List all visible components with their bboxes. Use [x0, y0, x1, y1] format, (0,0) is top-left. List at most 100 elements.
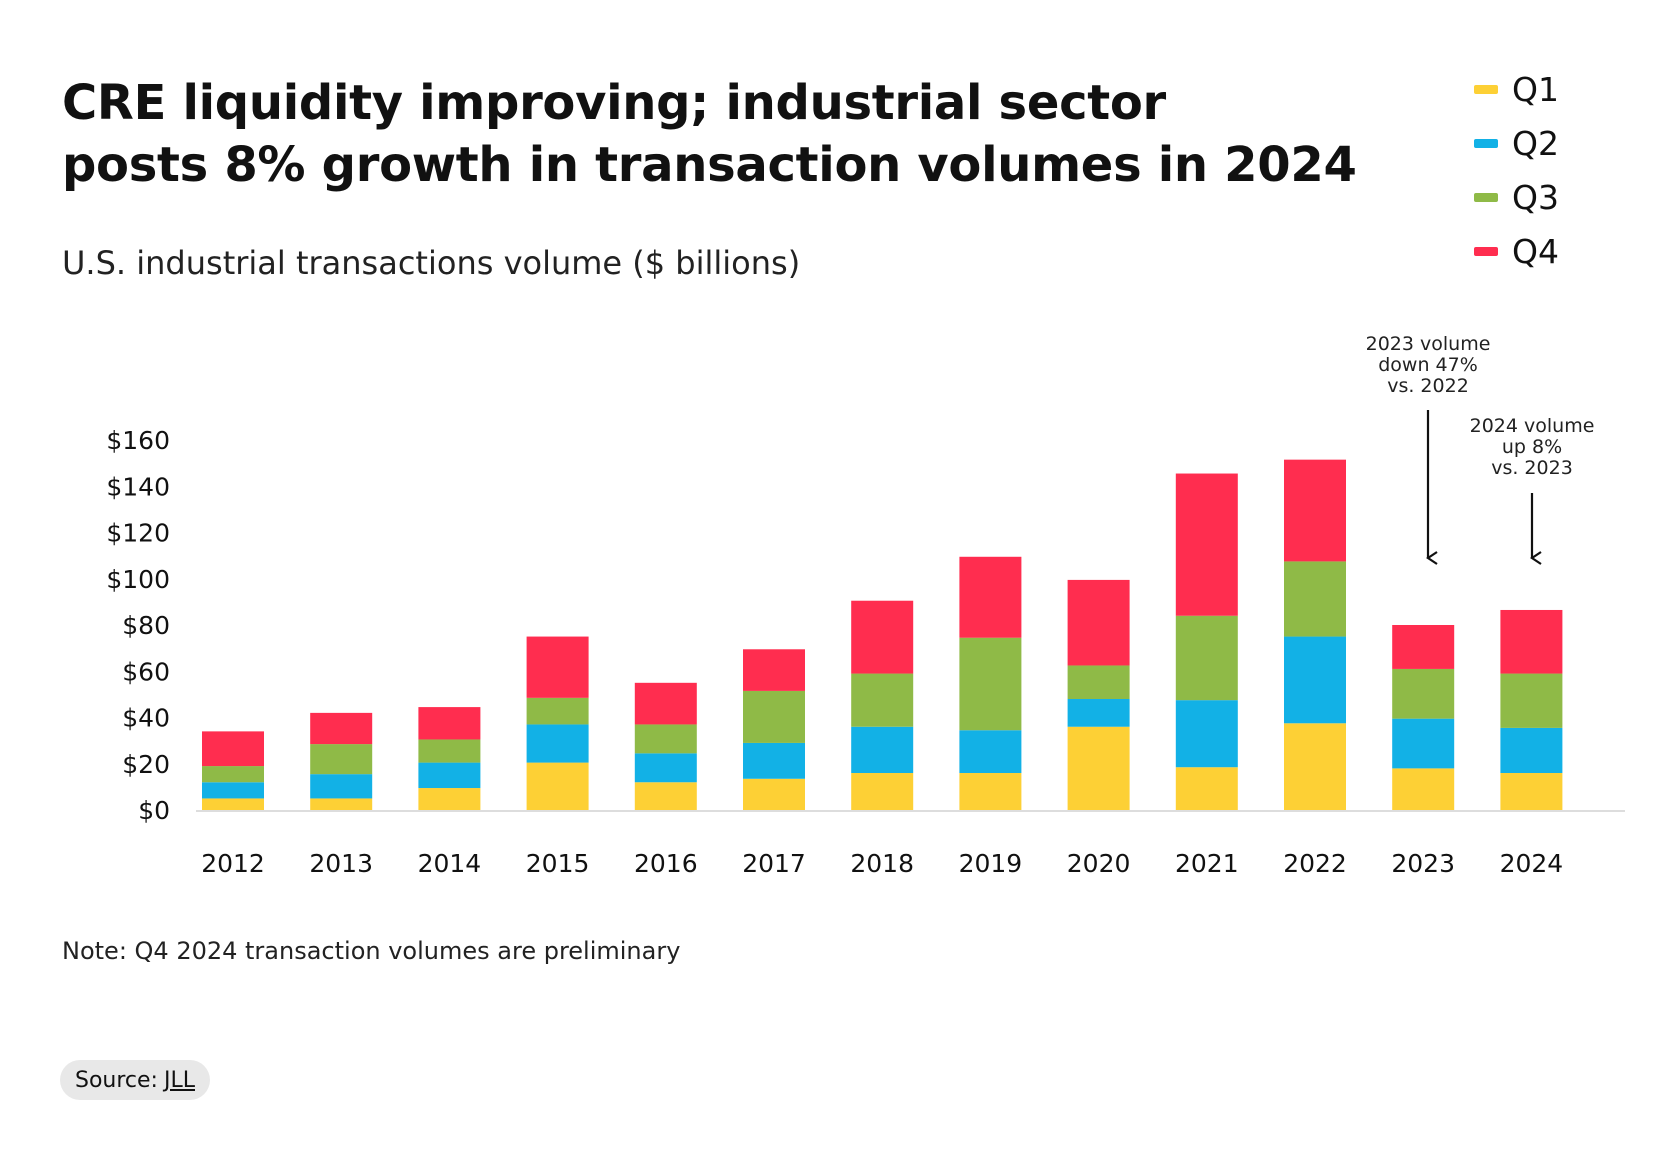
x-tick-label: 2012 — [201, 849, 265, 878]
bar-2020-q4 — [1067, 579, 1130, 666]
bar-2017-q1 — [743, 778, 805, 810]
y-tick-label: $80 — [122, 611, 170, 640]
chart-title-line-2: posts 8% growth in transaction volumes i… — [62, 137, 1357, 193]
x-tick-label: 2017 — [742, 849, 806, 878]
annotation-2023: 2023 volume down 47% vs. 2022 — [1348, 334, 1508, 397]
x-tick-label: 2023 — [1391, 849, 1455, 878]
bar-2021-q3 — [1175, 615, 1238, 701]
legend-item-q2: Q2 — [1474, 116, 1559, 170]
footnote: Note: Q4 2024 transaction volumes are pr… — [62, 937, 681, 965]
y-tick-label: $100 — [106, 565, 170, 594]
x-tick-label: 2022 — [1283, 849, 1347, 878]
x-tick-label: 2016 — [634, 849, 698, 878]
bar-2015-q2 — [526, 724, 589, 763]
source-label: Source: — [75, 1067, 158, 1093]
x-tick-label: 2013 — [309, 849, 373, 878]
bar-2019-q3 — [959, 637, 1022, 731]
annotation-2023-line-2: down 47% — [1378, 354, 1478, 376]
bar-2023-q1 — [1392, 768, 1455, 810]
legend-label-q2: Q2 — [1512, 123, 1559, 163]
x-tick-label: 2021 — [1175, 849, 1239, 878]
bar-2012-q4 — [202, 731, 264, 767]
x-tick-label: 2014 — [418, 849, 482, 878]
bar-2013-q3 — [310, 744, 373, 775]
bar-2022-q3 — [1284, 561, 1346, 637]
bar-2019-q4 — [959, 556, 1022, 638]
bar-2015-q3 — [526, 697, 589, 725]
bar-2012-q3 — [202, 766, 264, 783]
annotation-2024-line-3: vs. 2023 — [1491, 457, 1573, 479]
bar-2014-q3 — [418, 739, 481, 763]
bar-stacks — [202, 459, 1563, 810]
bar-2020-q2 — [1067, 699, 1130, 727]
bar-2017-q3 — [743, 690, 805, 743]
legend-swatch-q2 — [1474, 138, 1498, 148]
bar-2016-q1 — [634, 782, 697, 810]
y-tick-label: $160 — [106, 426, 170, 455]
y-tick-label: $120 — [106, 519, 170, 548]
bar-2023-q3 — [1392, 668, 1455, 719]
bar-2022-q4 — [1284, 459, 1346, 562]
legend-label-q1: Q1 — [1512, 69, 1559, 109]
bar-2013-q1 — [310, 798, 373, 810]
annotation-2023-line-1: 2023 volume — [1365, 333, 1491, 355]
bar-2023-q2 — [1392, 718, 1455, 769]
bar-2018-q4 — [851, 600, 914, 674]
annotation-2023-line-3: vs. 2022 — [1387, 375, 1469, 397]
legend-label-q4: Q4 — [1512, 231, 1559, 271]
bar-2021-q1 — [1175, 767, 1238, 810]
bar-2014-q1 — [418, 788, 481, 810]
x-tick-label: 2020 — [1067, 849, 1131, 878]
bar-2018-q1 — [851, 773, 914, 810]
x-tick-label: 2019 — [959, 849, 1023, 878]
bar-2021-q4 — [1175, 473, 1238, 616]
bar-2024-q2 — [1500, 727, 1563, 773]
legend: Q1 Q2 Q3 Q4 — [1474, 62, 1559, 278]
y-tick-label: $20 — [122, 750, 170, 779]
bar-2014-q2 — [418, 762, 481, 789]
bar-2020-q1 — [1067, 726, 1130, 810]
chart-title-line-1: CRE liquidity improving; industrial sect… — [62, 75, 1166, 131]
bar-2024-q4 — [1500, 609, 1563, 674]
bar-2023-q4 — [1392, 625, 1455, 669]
source-badge: Source: JLL — [60, 1060, 210, 1100]
bar-2021-q2 — [1175, 700, 1238, 768]
legend-swatch-q1 — [1474, 84, 1498, 94]
legend-item-q4: Q4 — [1474, 224, 1559, 278]
legend-swatch-q3 — [1474, 192, 1498, 202]
bar-2018-q3 — [851, 673, 914, 727]
bar-2019-q2 — [959, 730, 1022, 773]
x-tick-label: 2015 — [526, 849, 590, 878]
y-tick-label: $60 — [122, 657, 170, 686]
annotation-2024-line-1: 2024 volume — [1469, 415, 1595, 437]
bar-2017-q2 — [743, 742, 805, 779]
legend-item-q1: Q1 — [1474, 62, 1559, 116]
bar-2020-q3 — [1067, 665, 1130, 699]
y-axis-tick-labels: $0 $20 $40 $60 $80 $100 $120 $140 $160 — [106, 426, 170, 825]
bar-2022-q1 — [1284, 723, 1346, 810]
x-tick-label: 2018 — [850, 849, 914, 878]
y-tick-label: $40 — [122, 704, 170, 733]
x-tick-label: 2024 — [1500, 849, 1564, 878]
bar-2012-q2 — [202, 782, 264, 799]
bar-2024-q1 — [1500, 773, 1563, 810]
bar-2014-q4 — [418, 707, 481, 740]
legend-item-q3: Q3 — [1474, 170, 1559, 224]
bar-2012-q1 — [202, 798, 264, 810]
bar-2024-q3 — [1500, 673, 1563, 728]
bar-2019-q1 — [959, 773, 1022, 810]
bar-2022-q2 — [1284, 636, 1346, 724]
y-tick-label: $0 — [138, 796, 170, 825]
chart-subtitle: U.S. industrial transactions volume ($ b… — [62, 244, 801, 282]
bar-2015-q4 — [526, 636, 589, 698]
legend-swatch-q4 — [1474, 246, 1498, 256]
y-tick-label: $140 — [106, 472, 170, 501]
source-link[interactable]: JLL — [163, 1067, 195, 1093]
bar-2017-q4 — [743, 649, 805, 691]
chart-title: CRE liquidity improving; industrial sect… — [62, 72, 1362, 196]
annotation-2024: 2024 volume up 8% vs. 2023 — [1452, 416, 1612, 479]
bar-2016-q3 — [634, 724, 697, 754]
bar-2015-q1 — [526, 762, 589, 810]
bar-2018-q2 — [851, 726, 914, 773]
